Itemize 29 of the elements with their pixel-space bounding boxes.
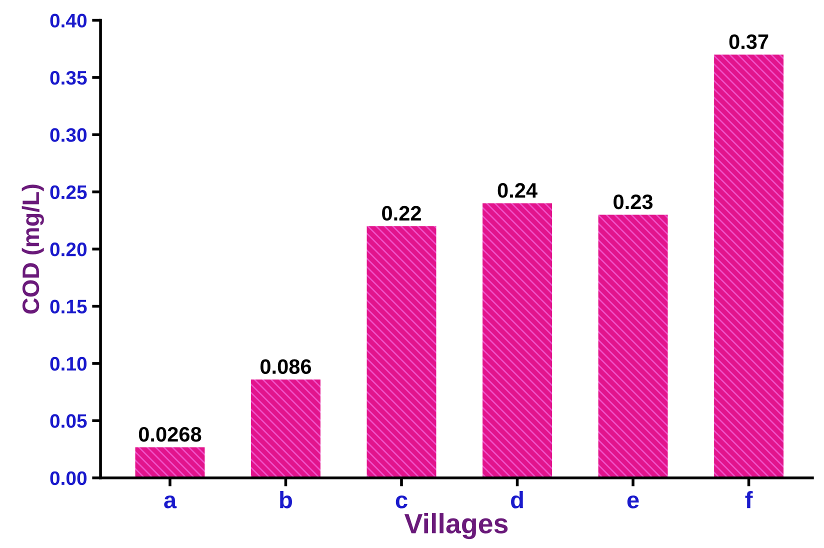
y-tick-label: 0.20 (50, 242, 87, 256)
y-tick-label: 0.15 (50, 300, 87, 314)
y-axis-title: COD (mg/L) (22, 184, 44, 314)
x-tick-label: b (280, 491, 292, 508)
bar (366, 226, 436, 478)
data-label: 0.37 (729, 34, 768, 50)
x-tick-label: f (745, 491, 753, 508)
bar (598, 214, 668, 478)
bar (714, 54, 784, 478)
x-tick-label: d (511, 491, 523, 508)
data-label: 0.24 (498, 183, 538, 198)
y-tick-label: 0.40 (50, 14, 87, 28)
data-label: 0.23 (614, 194, 653, 210)
bar (482, 203, 552, 478)
y-tick-label: 0.05 (50, 414, 87, 428)
data-label: 0.0268 (138, 426, 202, 442)
data-label: 0.22 (382, 206, 421, 221)
x-tick-label: c (396, 495, 408, 508)
bar (135, 447, 205, 478)
y-tick-label: 0.25 (50, 185, 87, 200)
x-tick-label: e (627, 495, 639, 508)
x-tick-label: a (164, 495, 177, 508)
y-tick-label: 0.35 (50, 70, 87, 85)
data-label: 0.086 (260, 359, 312, 374)
y-tick-label: 0.10 (50, 356, 87, 371)
bar (251, 379, 320, 478)
y-tick-label: 0.00 (50, 471, 87, 486)
x-axis-title: Villages (404, 513, 508, 540)
y-tick-label: 0.30 (50, 128, 87, 142)
